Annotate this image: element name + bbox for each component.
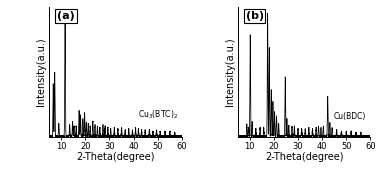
Text: Cu(BDC): Cu(BDC) — [334, 112, 366, 121]
Y-axis label: Intensity(a.u.): Intensity(a.u.) — [36, 38, 46, 106]
Text: (b): (b) — [246, 11, 264, 21]
Text: (a): (a) — [57, 11, 75, 21]
Text: Cu$_3$(BTC)$_2$: Cu$_3$(BTC)$_2$ — [138, 109, 178, 121]
Y-axis label: Intensity(a.u.): Intensity(a.u.) — [225, 38, 235, 106]
X-axis label: 2-Theta(degree): 2-Theta(degree) — [265, 152, 343, 162]
X-axis label: 2-Theta(degree): 2-Theta(degree) — [76, 152, 155, 162]
